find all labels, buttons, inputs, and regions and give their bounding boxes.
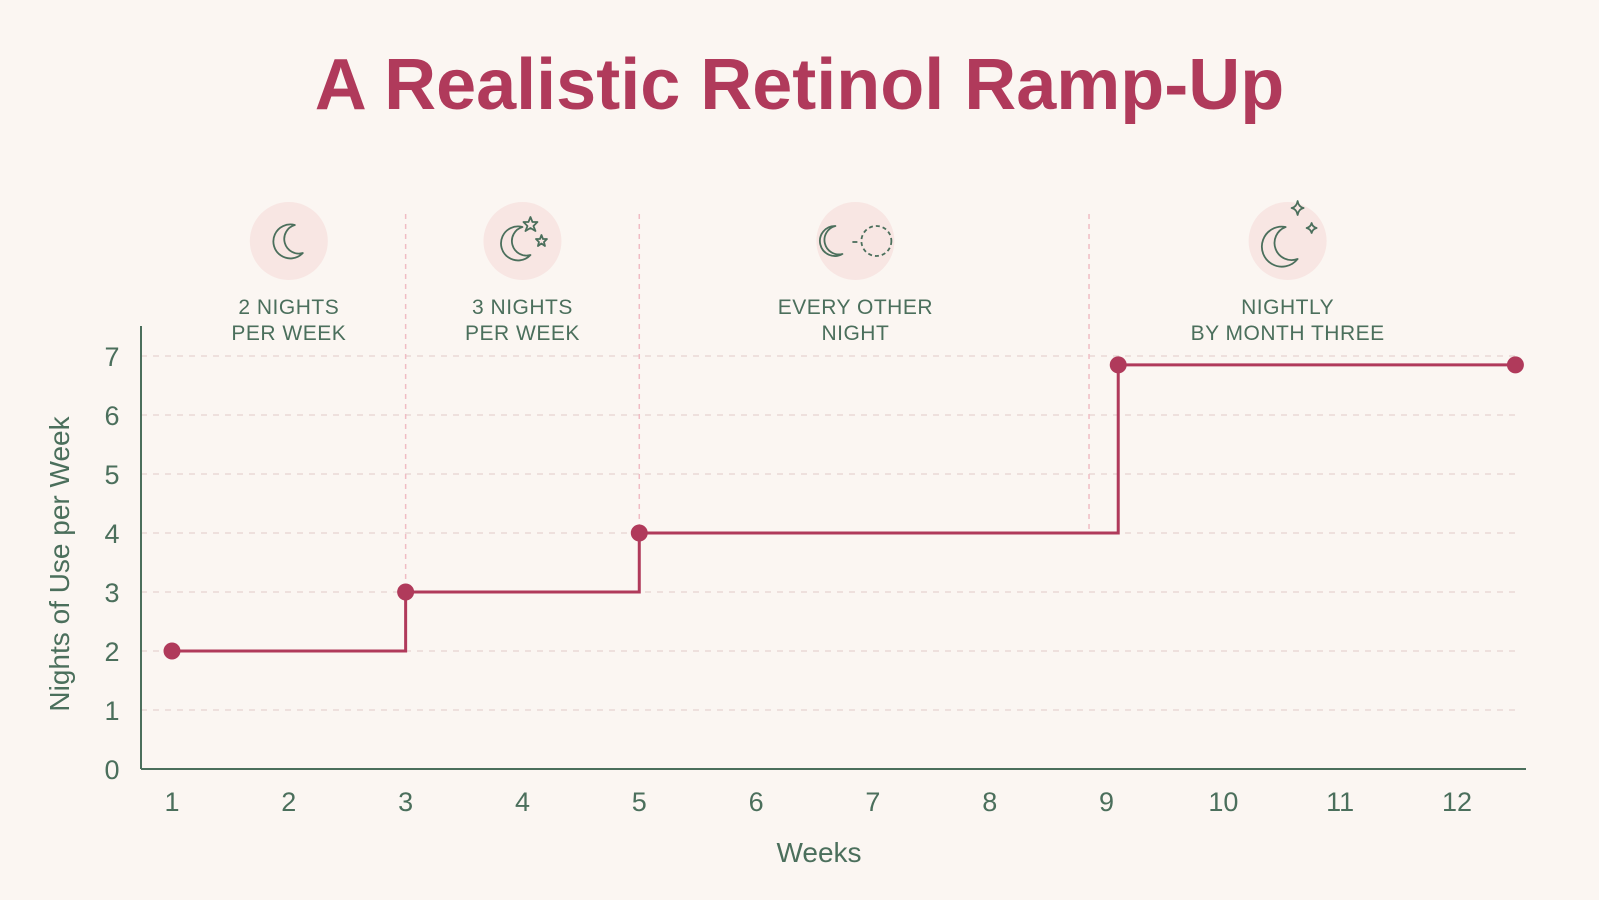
icon-badge xyxy=(1248,202,1327,280)
x-tick-label-8: 8 xyxy=(982,787,997,817)
crescent-shape xyxy=(819,225,844,257)
icon-badge xyxy=(249,202,328,280)
phase-label-line2: BY MONTH THREE xyxy=(1191,322,1385,345)
x-tick-label-3: 3 xyxy=(398,787,413,817)
x-tick-label-1: 1 xyxy=(164,787,179,817)
data-point-4 xyxy=(1109,356,1127,374)
sparkle-shape xyxy=(1305,222,1318,234)
phase-label-line2: PER WEEK xyxy=(465,322,580,345)
y-tick-label-2: 2 xyxy=(104,637,119,667)
icon-badge xyxy=(816,202,895,280)
dashed-circle-shape xyxy=(860,225,893,257)
chart-title: A Realistic Retinol Ramp-Up xyxy=(314,45,1285,125)
sparkle-shape xyxy=(1290,200,1305,216)
crescent-shape xyxy=(272,223,304,260)
step-series-line xyxy=(172,363,1516,653)
x-tick-label-6: 6 xyxy=(749,787,764,817)
phase-label-line1: EVERY OTHER xyxy=(778,296,933,319)
x-tick-label-2: 2 xyxy=(281,787,296,817)
phase-label-line2: NIGHT xyxy=(821,322,889,345)
x-tick-label-12: 12 xyxy=(1442,787,1472,817)
star-shape xyxy=(535,234,548,247)
phase-label-line2: PER WEEK xyxy=(231,322,346,345)
x-tick-label-10: 10 xyxy=(1208,787,1238,817)
x-axis-title: Weeks xyxy=(776,837,861,868)
phase-label-line1: NIGHTLY xyxy=(1241,296,1334,319)
crescent-moon-icon xyxy=(249,202,328,280)
x-tick-label-11: 11 xyxy=(1326,787,1354,817)
data-point-3 xyxy=(630,524,648,542)
y-tick-label-6: 6 xyxy=(104,401,119,431)
phase-label-line1: 3 NIGHTS xyxy=(472,296,573,319)
moon-and-stars-icon xyxy=(483,202,562,280)
crescent-shape xyxy=(500,225,532,262)
crescent-shape xyxy=(1261,225,1299,268)
data-point-1 xyxy=(163,642,181,660)
y-tick-label-1: 1 xyxy=(104,696,119,726)
y-tick-label-7: 7 xyxy=(104,342,119,372)
y-tick-label-4: 4 xyxy=(104,519,119,549)
x-tick-label-4: 4 xyxy=(515,787,530,817)
moon-alternating-icon xyxy=(816,202,895,280)
y-tick-label-0: 0 xyxy=(104,755,119,785)
icon-badge xyxy=(483,202,562,280)
data-point-5 xyxy=(1506,356,1524,374)
y-axis-title: Nights of Use per Week xyxy=(44,415,75,711)
y-tick-label-3: 3 xyxy=(104,578,119,608)
moon-sparkles-icon xyxy=(1248,200,1327,280)
x-tick-label-5: 5 xyxy=(632,787,647,817)
phase-label-line1: 2 NIGHTS xyxy=(238,296,339,319)
x-tick-label-7: 7 xyxy=(865,787,880,817)
star-shape xyxy=(522,216,539,232)
x-tick-label-9: 9 xyxy=(1099,787,1114,817)
data-point-2 xyxy=(397,583,415,601)
y-tick-label-5: 5 xyxy=(104,460,119,490)
